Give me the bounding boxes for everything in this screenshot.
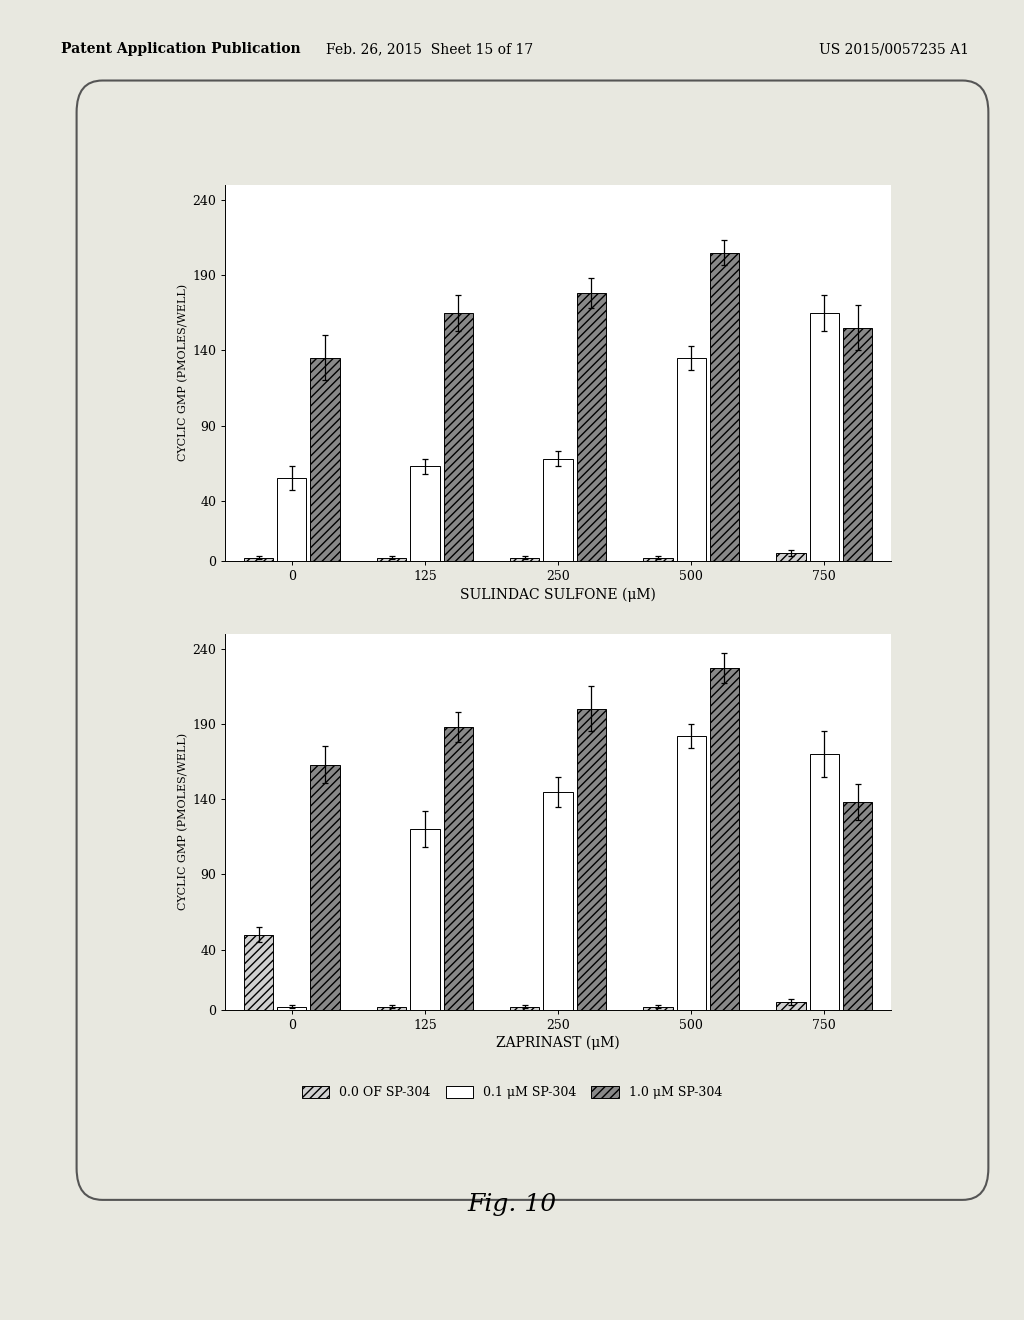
- Bar: [411, 829, 439, 1010]
- Bar: [544, 458, 572, 561]
- Bar: [577, 709, 606, 1010]
- Bar: [244, 935, 273, 1010]
- Bar: [544, 792, 572, 1010]
- Bar: [510, 1007, 540, 1010]
- Bar: [577, 293, 606, 561]
- Y-axis label: CYCLIC GMP (PMOLES/WELL): CYCLIC GMP (PMOLES/WELL): [178, 284, 188, 462]
- Bar: [443, 727, 473, 1010]
- Bar: [377, 558, 407, 561]
- Bar: [643, 1007, 673, 1010]
- Bar: [810, 754, 839, 1010]
- Bar: [310, 764, 340, 1010]
- Bar: [776, 553, 806, 561]
- Bar: [677, 358, 706, 561]
- Text: Fig. 10: Fig. 10: [467, 1193, 557, 1216]
- Bar: [244, 558, 273, 561]
- Bar: [810, 313, 839, 561]
- Legend: 0.0 OF SP-304, 0.1 μM SP-304, 1.0 μM SP-304: 0.0 OF SP-304, 0.1 μM SP-304, 1.0 μM SP-…: [297, 1081, 727, 1104]
- Bar: [710, 252, 739, 561]
- X-axis label: SULINDAC SULFONE (μM): SULINDAC SULFONE (μM): [460, 587, 656, 602]
- Bar: [776, 1002, 806, 1010]
- Bar: [677, 737, 706, 1010]
- Bar: [443, 313, 473, 561]
- X-axis label: ZAPRINAST (μM): ZAPRINAST (μM): [497, 1036, 620, 1051]
- Bar: [843, 803, 872, 1010]
- Bar: [710, 668, 739, 1010]
- Bar: [843, 327, 872, 561]
- Y-axis label: CYCLIC GMP (PMOLES/WELL): CYCLIC GMP (PMOLES/WELL): [178, 733, 188, 911]
- Bar: [510, 558, 540, 561]
- Text: US 2015/0057235 A1: US 2015/0057235 A1: [819, 42, 969, 57]
- Text: Feb. 26, 2015  Sheet 15 of 17: Feb. 26, 2015 Sheet 15 of 17: [327, 42, 534, 57]
- Bar: [310, 358, 340, 561]
- Bar: [411, 466, 439, 561]
- Bar: [643, 558, 673, 561]
- Text: Patent Application Publication: Patent Application Publication: [61, 42, 301, 57]
- Bar: [278, 478, 306, 561]
- Bar: [278, 1007, 306, 1010]
- Bar: [377, 1007, 407, 1010]
